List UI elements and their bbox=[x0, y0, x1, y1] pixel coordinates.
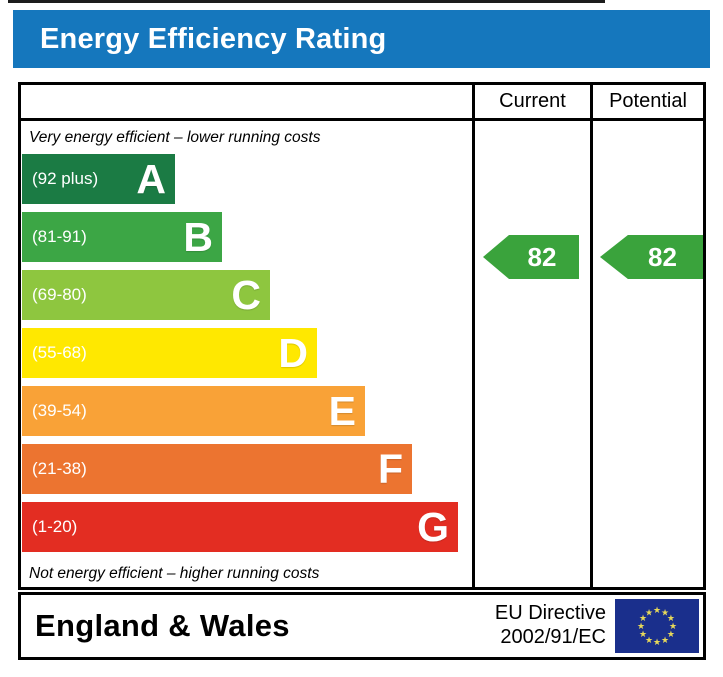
current-rating-value: 82 bbox=[527, 241, 557, 272]
title-bar: Energy Efficiency Rating bbox=[13, 10, 710, 68]
region-label: England & Wales bbox=[35, 608, 290, 643]
band-bar-e: (39-54) E bbox=[22, 386, 365, 436]
svg-text:★: ★ bbox=[653, 638, 661, 648]
band-bar-f: (21-38) F bbox=[22, 444, 412, 494]
band-row: (92 plus) A bbox=[22, 154, 472, 204]
band-row: (81-91) B bbox=[22, 212, 472, 262]
bands-header-cell bbox=[21, 85, 472, 121]
footer-bar: England & Wales EU Directive 2002/91/EC … bbox=[18, 592, 706, 660]
svg-text:★: ★ bbox=[645, 636, 653, 646]
eu-directive-line1: EU Directive bbox=[494, 602, 606, 625]
band-letter: E bbox=[328, 387, 356, 434]
svg-text:★: ★ bbox=[653, 606, 661, 616]
svg-text:★: ★ bbox=[667, 614, 675, 624]
band-letter: D bbox=[278, 329, 308, 376]
band-range: (55-68) bbox=[32, 343, 87, 362]
band-range: (81-91) bbox=[32, 227, 87, 246]
band-row: (39-54) E bbox=[22, 386, 472, 436]
band-letter: B bbox=[183, 213, 213, 260]
bands-list: (92 plus) A (81-91) B (69-80) C bbox=[22, 154, 472, 560]
potential-rating-arrow: 82 bbox=[600, 235, 703, 279]
band-row: (55-68) D bbox=[22, 328, 472, 378]
band-range: (69-80) bbox=[32, 285, 87, 304]
eu-directive-label: EU Directive 2002/91/EC bbox=[495, 602, 615, 649]
svg-text:★: ★ bbox=[667, 630, 675, 640]
current-rating-arrow: 82 bbox=[483, 235, 579, 279]
band-letter: A bbox=[136, 155, 166, 202]
band-letter: G bbox=[417, 503, 449, 550]
svg-text:★: ★ bbox=[661, 608, 669, 618]
band-row: (21-38) F bbox=[22, 444, 472, 494]
svg-text:★: ★ bbox=[645, 608, 653, 618]
band-letter: F bbox=[377, 445, 403, 492]
rating-table: Very energy efficient – lower running co… bbox=[18, 82, 706, 590]
svg-text:★: ★ bbox=[639, 630, 647, 640]
left-arrow-icon bbox=[483, 235, 579, 279]
band-bar-c: (69-80) C bbox=[22, 270, 270, 320]
band-row: (1-20) G bbox=[22, 502, 472, 552]
band-range: (1-20) bbox=[32, 517, 78, 536]
band-bar-a: (92 plus) A bbox=[22, 154, 175, 204]
eu-flag-icon: ★ ★ ★ ★ ★ ★ ★ ★ ★ ★ ★ ★ bbox=[615, 599, 699, 653]
current-column: Current 82 bbox=[472, 85, 590, 587]
band-range: (21-38) bbox=[32, 459, 87, 478]
top-edge-line bbox=[8, 0, 605, 3]
band-letter: C bbox=[231, 271, 261, 318]
eu-directive-line2: 2002/91/EC bbox=[500, 626, 606, 648]
svg-text:★: ★ bbox=[637, 622, 645, 632]
band-row: (69-80) C bbox=[22, 270, 472, 320]
band-range: (92 plus) bbox=[32, 169, 99, 188]
band-bar-b: (81-91) B bbox=[22, 212, 222, 262]
bands-column: Very energy efficient – lower running co… bbox=[21, 85, 472, 587]
caption-bottom: Not energy efficient – higher running co… bbox=[29, 565, 320, 582]
potential-header: Potential bbox=[593, 85, 703, 121]
potential-column: Potential 82 bbox=[590, 85, 703, 587]
band-range: (39-54) bbox=[32, 401, 87, 420]
svg-text:★: ★ bbox=[669, 622, 677, 632]
left-arrow-icon bbox=[600, 235, 703, 279]
band-bar-g: (1-20) G bbox=[22, 502, 458, 552]
caption-top: Very energy efficient – lower running co… bbox=[29, 129, 321, 146]
svg-text:★: ★ bbox=[639, 614, 647, 624]
current-header: Current bbox=[475, 85, 590, 121]
potential-rating-value: 82 bbox=[648, 241, 677, 272]
band-bar-d: (55-68) D bbox=[22, 328, 317, 378]
svg-text:★: ★ bbox=[661, 636, 669, 646]
page-title: Energy Efficiency Rating bbox=[40, 22, 387, 55]
